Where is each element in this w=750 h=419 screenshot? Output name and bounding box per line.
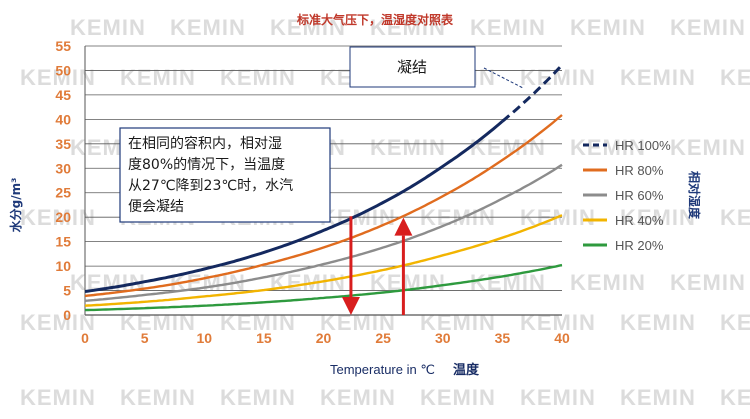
y-tick-label: 35 xyxy=(55,136,71,152)
y-tick-label: 10 xyxy=(55,258,71,274)
y-tick-label: 0 xyxy=(63,307,71,323)
note-line-2: 度80%的情况下，当温度 xyxy=(128,157,285,173)
arrow-up-head xyxy=(394,217,413,236)
y-axis-label: 水分g/m³ xyxy=(8,178,23,233)
watermark-text: KEMIN xyxy=(520,310,596,335)
series-line-hr-100- xyxy=(84,120,504,293)
series-line-hr-80- xyxy=(84,114,563,298)
y-tick-label: 55 xyxy=(55,38,71,54)
y-tick-label: 5 xyxy=(63,283,71,299)
note-callout: 在相同的容积内，相对湿 度80%的情况下，当温度 从27℃降到23℃时，水汽 便… xyxy=(119,127,331,223)
watermark-text: KEMIN xyxy=(570,15,646,40)
watermark-text: KEMIN xyxy=(470,15,546,40)
y-tick-label: 40 xyxy=(55,111,71,127)
y-tick-label: 20 xyxy=(55,209,71,225)
watermark-text: KEMIN xyxy=(720,385,750,410)
watermark-text: KEMIN xyxy=(320,385,396,410)
x-axis-label-zh: 温度 xyxy=(453,362,480,378)
y-tick-label: 15 xyxy=(55,234,71,250)
watermark-text: KEMIN xyxy=(570,135,646,160)
arrow-layer xyxy=(341,216,413,315)
y-tick-label: 30 xyxy=(55,160,71,176)
watermark-text: KEMIN xyxy=(570,270,646,295)
y-tick-label: 50 xyxy=(55,62,71,78)
note-box xyxy=(119,127,331,223)
legend-label-hr-100-: HR 100% xyxy=(615,138,671,153)
watermark-text: KEMIN xyxy=(220,65,296,90)
legend-label-hr-20-: HR 20% xyxy=(615,238,664,253)
y-tick-label: 45 xyxy=(55,87,71,103)
watermark-text: KEMIN xyxy=(220,310,296,335)
note-line-3: 从27℃降到23℃时，水汽 xyxy=(128,178,293,194)
watermark-text: KEMIN xyxy=(20,385,96,410)
watermark-text: KEMIN xyxy=(120,65,196,90)
watermark-text: KEMIN xyxy=(370,15,446,40)
watermark-text: KEMIN xyxy=(620,205,696,230)
condensation-callout: 凝结 xyxy=(349,46,524,89)
legend-label-hr-80-: HR 80% xyxy=(615,163,664,178)
watermark-text: KEMIN xyxy=(120,385,196,410)
x-tick-label: 0 xyxy=(81,330,89,346)
watermark-text: KEMIN xyxy=(170,15,246,40)
watermark-text: KEMIN xyxy=(120,310,196,335)
condensation-pointer xyxy=(483,67,524,89)
legend-label-hr-40-: HR 40% xyxy=(615,213,664,228)
x-tick-label: 20 xyxy=(316,330,332,346)
watermark-text: KEMIN xyxy=(620,65,696,90)
watermark-text: KEMIN xyxy=(420,385,496,410)
note-line-1: 在相同的容积内，相对湿 xyxy=(128,135,282,152)
condensation-label: 凝结 xyxy=(397,58,427,76)
condensation-box xyxy=(349,46,476,88)
watermark-text: KEMIN xyxy=(620,385,696,410)
watermark-text: KEMIN xyxy=(270,15,346,40)
watermark-text: KEMIN xyxy=(20,310,96,335)
x-tick-label: 30 xyxy=(435,330,451,346)
x-tick-label: 5 xyxy=(141,330,149,346)
series-line-hr-20- xyxy=(84,263,563,312)
watermark-text: KEMIN xyxy=(220,385,296,410)
legend: HR 100% HR 80% HR 60% HR 40% HR 20% xyxy=(583,138,671,253)
watermark-text: KEMIN xyxy=(720,65,750,90)
watermark-text: KEMIN xyxy=(720,205,750,230)
series-layer xyxy=(84,64,564,312)
watermark-text: KEMIN xyxy=(70,15,146,40)
x-tick-label: 40 xyxy=(554,330,570,346)
watermark-text: KEMIN xyxy=(320,310,396,335)
watermark-text: KEMIN xyxy=(20,205,96,230)
watermark-text: KEMIN xyxy=(620,310,696,335)
watermark-text: KEMIN xyxy=(420,310,496,335)
series-line-hr-40- xyxy=(84,214,563,307)
watermark-text: KEMIN xyxy=(20,65,96,90)
legend-label-hr-60-: HR 60% xyxy=(615,188,664,203)
watermark-text: KEMIN xyxy=(670,135,746,160)
chart-title: 标准大气压下，温湿度对照表 xyxy=(296,12,454,27)
watermark-text: KEMIN xyxy=(520,385,596,410)
watermark-text: KEMIN xyxy=(720,310,750,335)
arrow-down-head xyxy=(341,297,360,315)
watermark-text: KEMIN xyxy=(370,270,446,295)
note-line-4: 便会凝结 xyxy=(128,199,184,215)
legend-title: 相对湿度 xyxy=(687,171,702,220)
watermark-text: KEMIN xyxy=(670,15,746,40)
y-tick-label: 25 xyxy=(55,185,71,201)
y-tick-labels: 0 5 10 15 20 25 30 35 40 45 50 55 xyxy=(55,38,71,323)
x-tick-labels: 0 5 10 15 20 25 30 35 40 xyxy=(81,330,570,346)
watermark-text: KEMIN xyxy=(470,270,546,295)
x-tick-label: 10 xyxy=(196,330,212,346)
watermark-text: KEMIN xyxy=(670,270,746,295)
x-axis-label-en: Temperature in ℃ xyxy=(330,362,435,377)
watermark-text: KEMIN xyxy=(370,135,446,160)
x-tick-label: 35 xyxy=(495,330,511,346)
x-tick-label: 25 xyxy=(375,330,391,346)
x-tick-label: 15 xyxy=(256,330,272,346)
series-line-hr-60- xyxy=(84,163,563,302)
